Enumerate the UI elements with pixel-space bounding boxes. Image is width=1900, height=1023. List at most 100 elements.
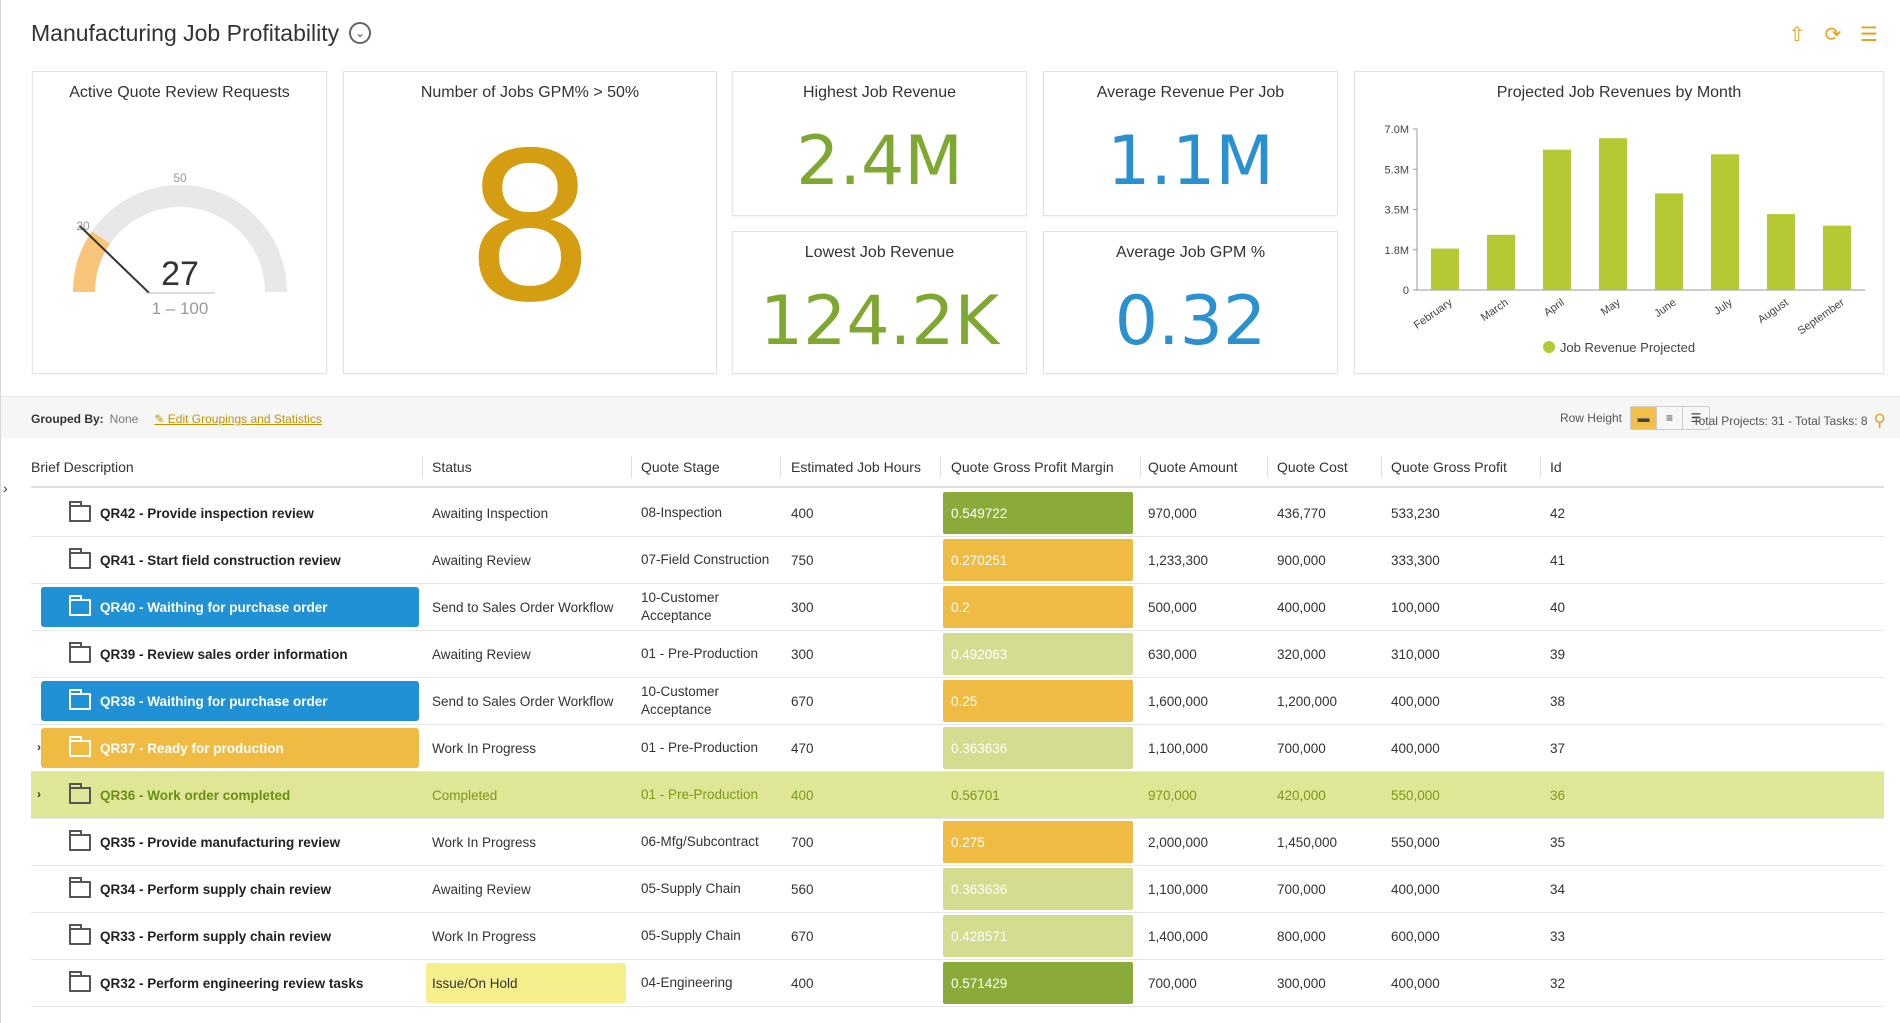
status-cell: Awaiting Review bbox=[432, 552, 531, 568]
table-row[interactable]: › QR36 - Work order completed Completed 01 … bbox=[31, 772, 1884, 819]
col-header-brief-description[interactable]: Brief Description bbox=[31, 456, 423, 478]
brief-description-cell[interactable]: QR42 - Provide inspection review bbox=[41, 490, 419, 536]
quote-stage-cell: 05-Supply Chain bbox=[641, 928, 741, 943]
totals-text: Total Projects: 31 - Total Tasks: 8 bbox=[1692, 414, 1868, 428]
status-cell: Awaiting Inspection bbox=[432, 505, 549, 521]
brief-description-cell[interactable]: QR40 - Waithing for purchase order bbox=[41, 587, 419, 627]
avg-revenue-card: Average Revenue Per Job 1.1M bbox=[1043, 71, 1338, 216]
id-cell: 36 bbox=[1550, 787, 1566, 803]
chart-bar[interactable] bbox=[1767, 214, 1795, 290]
kpi-value: 124.2K bbox=[759, 282, 1000, 361]
folder-icon bbox=[69, 688, 91, 710]
brief-description-cell[interactable]: QR37 - Ready for production bbox=[41, 728, 419, 768]
table-row[interactable]: QR35 - Provide manufacturing review Work … bbox=[31, 819, 1884, 866]
bar-chart: 0 1.8M 3.5M 5.3M 7.0M February March April May Ju… bbox=[1385, 124, 1865, 337]
brief-description-cell[interactable]: QR33 - Perform supply chain review bbox=[41, 913, 419, 959]
estimated-hours-cell: 400 bbox=[791, 787, 814, 803]
upload-icon[interactable]: ⇧ bbox=[1788, 24, 1806, 46]
chevron-down-icon[interactable]: ⌄ bbox=[349, 22, 372, 44]
grouping-bar: Grouped By: None ✎ Edit Groupings and St… bbox=[31, 412, 322, 426]
table-row[interactable]: QR42 - Provide inspection review Awaiting… bbox=[31, 490, 1884, 537]
col-header-id[interactable]: Id bbox=[1550, 459, 1562, 475]
quote-gross-profit-cell: 400,000 bbox=[1391, 740, 1440, 756]
chart-bar[interactable] bbox=[1599, 138, 1627, 290]
chart-bar[interactable] bbox=[1655, 193, 1683, 290]
brief-description-cell[interactable]: QR36 - Work order completed bbox=[41, 772, 419, 818]
id-cell: 32 bbox=[1550, 975, 1566, 991]
x-tick-label: April bbox=[1542, 297, 1567, 319]
x-tick-label: March bbox=[1479, 297, 1511, 324]
chart-bar[interactable] bbox=[1543, 149, 1571, 290]
table-row[interactable]: QR39 - Review sales order information Awa… bbox=[31, 631, 1884, 678]
chart-bar[interactable] bbox=[1711, 154, 1739, 290]
revenue-chart-card: Projected Job Revenues by Month 0 1.8M 3.5… bbox=[1354, 71, 1884, 374]
brief-description-cell[interactable]: QR32 - Perform engineering review tasks bbox=[41, 960, 419, 1006]
brief-description-cell[interactable]: QR41 - Start field construction review bbox=[41, 537, 419, 583]
table-row[interactable]: › QR37 - Ready for production Work In Prog… bbox=[31, 725, 1884, 772]
brief-description-text: QR33 - Perform supply chain review bbox=[100, 928, 332, 944]
brief-description-cell[interactable]: QR38 - Waithing for purchase order bbox=[41, 681, 419, 721]
chart-title: Projected Job Revenues by Month bbox=[1496, 84, 1742, 101]
gauge-card: Active Quote Review Requests 50 20 27 1 … bbox=[32, 71, 327, 374]
quote-amount-cell: 1,400,000 bbox=[1148, 928, 1209, 944]
folder-icon bbox=[69, 829, 91, 851]
search-icon[interactable]: ⚲ bbox=[1873, 411, 1886, 430]
quote-gross-profit-cell: 533,230 bbox=[1391, 505, 1440, 521]
col-header-quote-gross-profit[interactable]: Quote Gross Profit bbox=[1391, 456, 1541, 478]
row-height-control: Row Height ▬ ≡ ☰ bbox=[1560, 406, 1710, 430]
gross-profit-margin-cell: 0.2 bbox=[943, 586, 1133, 628]
chart-bar[interactable] bbox=[1823, 225, 1851, 290]
quote-amount-cell: 1,600,000 bbox=[1148, 693, 1209, 709]
status-cell: Send to Sales Order Workflow bbox=[432, 599, 614, 615]
quote-amount-cell: 500,000 bbox=[1148, 599, 1197, 615]
quote-gross-profit-cell: 600,000 bbox=[1391, 928, 1440, 944]
row-height-small-button[interactable]: ☰ bbox=[1690, 411, 1702, 425]
col-header-status[interactable]: Status bbox=[432, 456, 632, 478]
table-row[interactable]: QR40 - Waithing for purchase order Send t… bbox=[31, 584, 1884, 631]
quote-gross-profit-cell: 310,000 bbox=[1391, 646, 1440, 662]
card-title: Number of Jobs GPM% > 50% bbox=[420, 84, 640, 101]
quote-stage-cell: 05-Supply Chain bbox=[641, 881, 741, 896]
chevron-right-icon[interactable]: › bbox=[3, 480, 8, 496]
table-row[interactable]: QR38 - Waithing for purchase order Send t… bbox=[31, 678, 1884, 725]
quote-stage-cell: 06-Mfg/Subcontract bbox=[641, 834, 759, 849]
jobs-gpm-card: Number of Jobs GPM% > 50% 8 bbox=[343, 71, 717, 374]
estimated-hours-cell: 470 bbox=[791, 740, 814, 756]
chart-legend[interactable]: Job Revenue Projected bbox=[1355, 340, 1883, 355]
col-header-estimated-job-hours[interactable]: Estimated Job Hours bbox=[791, 456, 941, 478]
gross-profit-margin-cell: 0.363636 bbox=[943, 868, 1133, 910]
menu-list-icon[interactable]: ☰ bbox=[1860, 24, 1878, 46]
chart-bar[interactable] bbox=[1487, 234, 1515, 290]
gross-profit-margin-cell: 0.25 bbox=[943, 680, 1133, 722]
status-cell: Awaiting Review bbox=[432, 881, 531, 897]
row-height-large-button[interactable]: ▬ bbox=[1631, 407, 1657, 429]
table-row[interactable]: QR41 - Start field construction review Aw… bbox=[31, 537, 1884, 584]
expand-caret-icon[interactable]: › bbox=[37, 787, 41, 801]
expand-caret-icon[interactable]: › bbox=[37, 740, 41, 754]
y-tick-label: 5.3M bbox=[1385, 164, 1409, 176]
chart-bar[interactable] bbox=[1431, 248, 1459, 290]
quote-amount-cell: 1,233,300 bbox=[1148, 552, 1209, 568]
quote-stage-cell: 04-Engineering bbox=[641, 975, 733, 990]
quote-amount-cell: 970,000 bbox=[1148, 787, 1197, 803]
table-row[interactable]: QR32 - Perform engineering review tasks I… bbox=[31, 960, 1884, 1007]
col-header-quote-gross-profit-margin[interactable]: Quote Gross Profit Margin bbox=[951, 456, 1141, 478]
quote-stage-cell: 08-Inspection bbox=[641, 505, 723, 520]
brief-description-cell[interactable]: QR39 - Review sales order information bbox=[41, 631, 419, 677]
gross-profit-margin-cell: 0.492063 bbox=[943, 633, 1133, 675]
col-header-quote-cost[interactable]: Quote Cost bbox=[1277, 456, 1382, 478]
brief-description-text: QR36 - Work order completed bbox=[100, 787, 291, 803]
edit-groupings-link[interactable]: ✎ Edit Groupings and Statistics bbox=[154, 412, 321, 426]
brief-description-cell[interactable]: QR35 - Provide manufacturing review bbox=[41, 819, 419, 865]
col-header-quote-amount[interactable]: Quote Amount bbox=[1148, 456, 1268, 478]
refresh-icon[interactable]: ⟳ bbox=[1824, 24, 1842, 46]
table-row[interactable]: QR34 - Perform supply chain review Awaiti… bbox=[31, 866, 1884, 913]
row-height-medium-button[interactable]: ≡ bbox=[1657, 407, 1683, 429]
table-row[interactable]: QR33 - Perform supply chain review Work I… bbox=[31, 913, 1884, 960]
quote-amount-cell: 2,000,000 bbox=[1148, 834, 1209, 850]
col-header-quote-stage[interactable]: Quote Stage bbox=[641, 456, 781, 478]
quote-cost-cell: 436,770 bbox=[1277, 505, 1326, 521]
card-title: Active Quote Review Requests bbox=[69, 84, 290, 101]
totals-info: Total Projects: 31 - Total Tasks: 8 ⚲ bbox=[1693, 411, 1886, 431]
brief-description-cell[interactable]: QR34 - Perform supply chain review bbox=[41, 866, 419, 912]
